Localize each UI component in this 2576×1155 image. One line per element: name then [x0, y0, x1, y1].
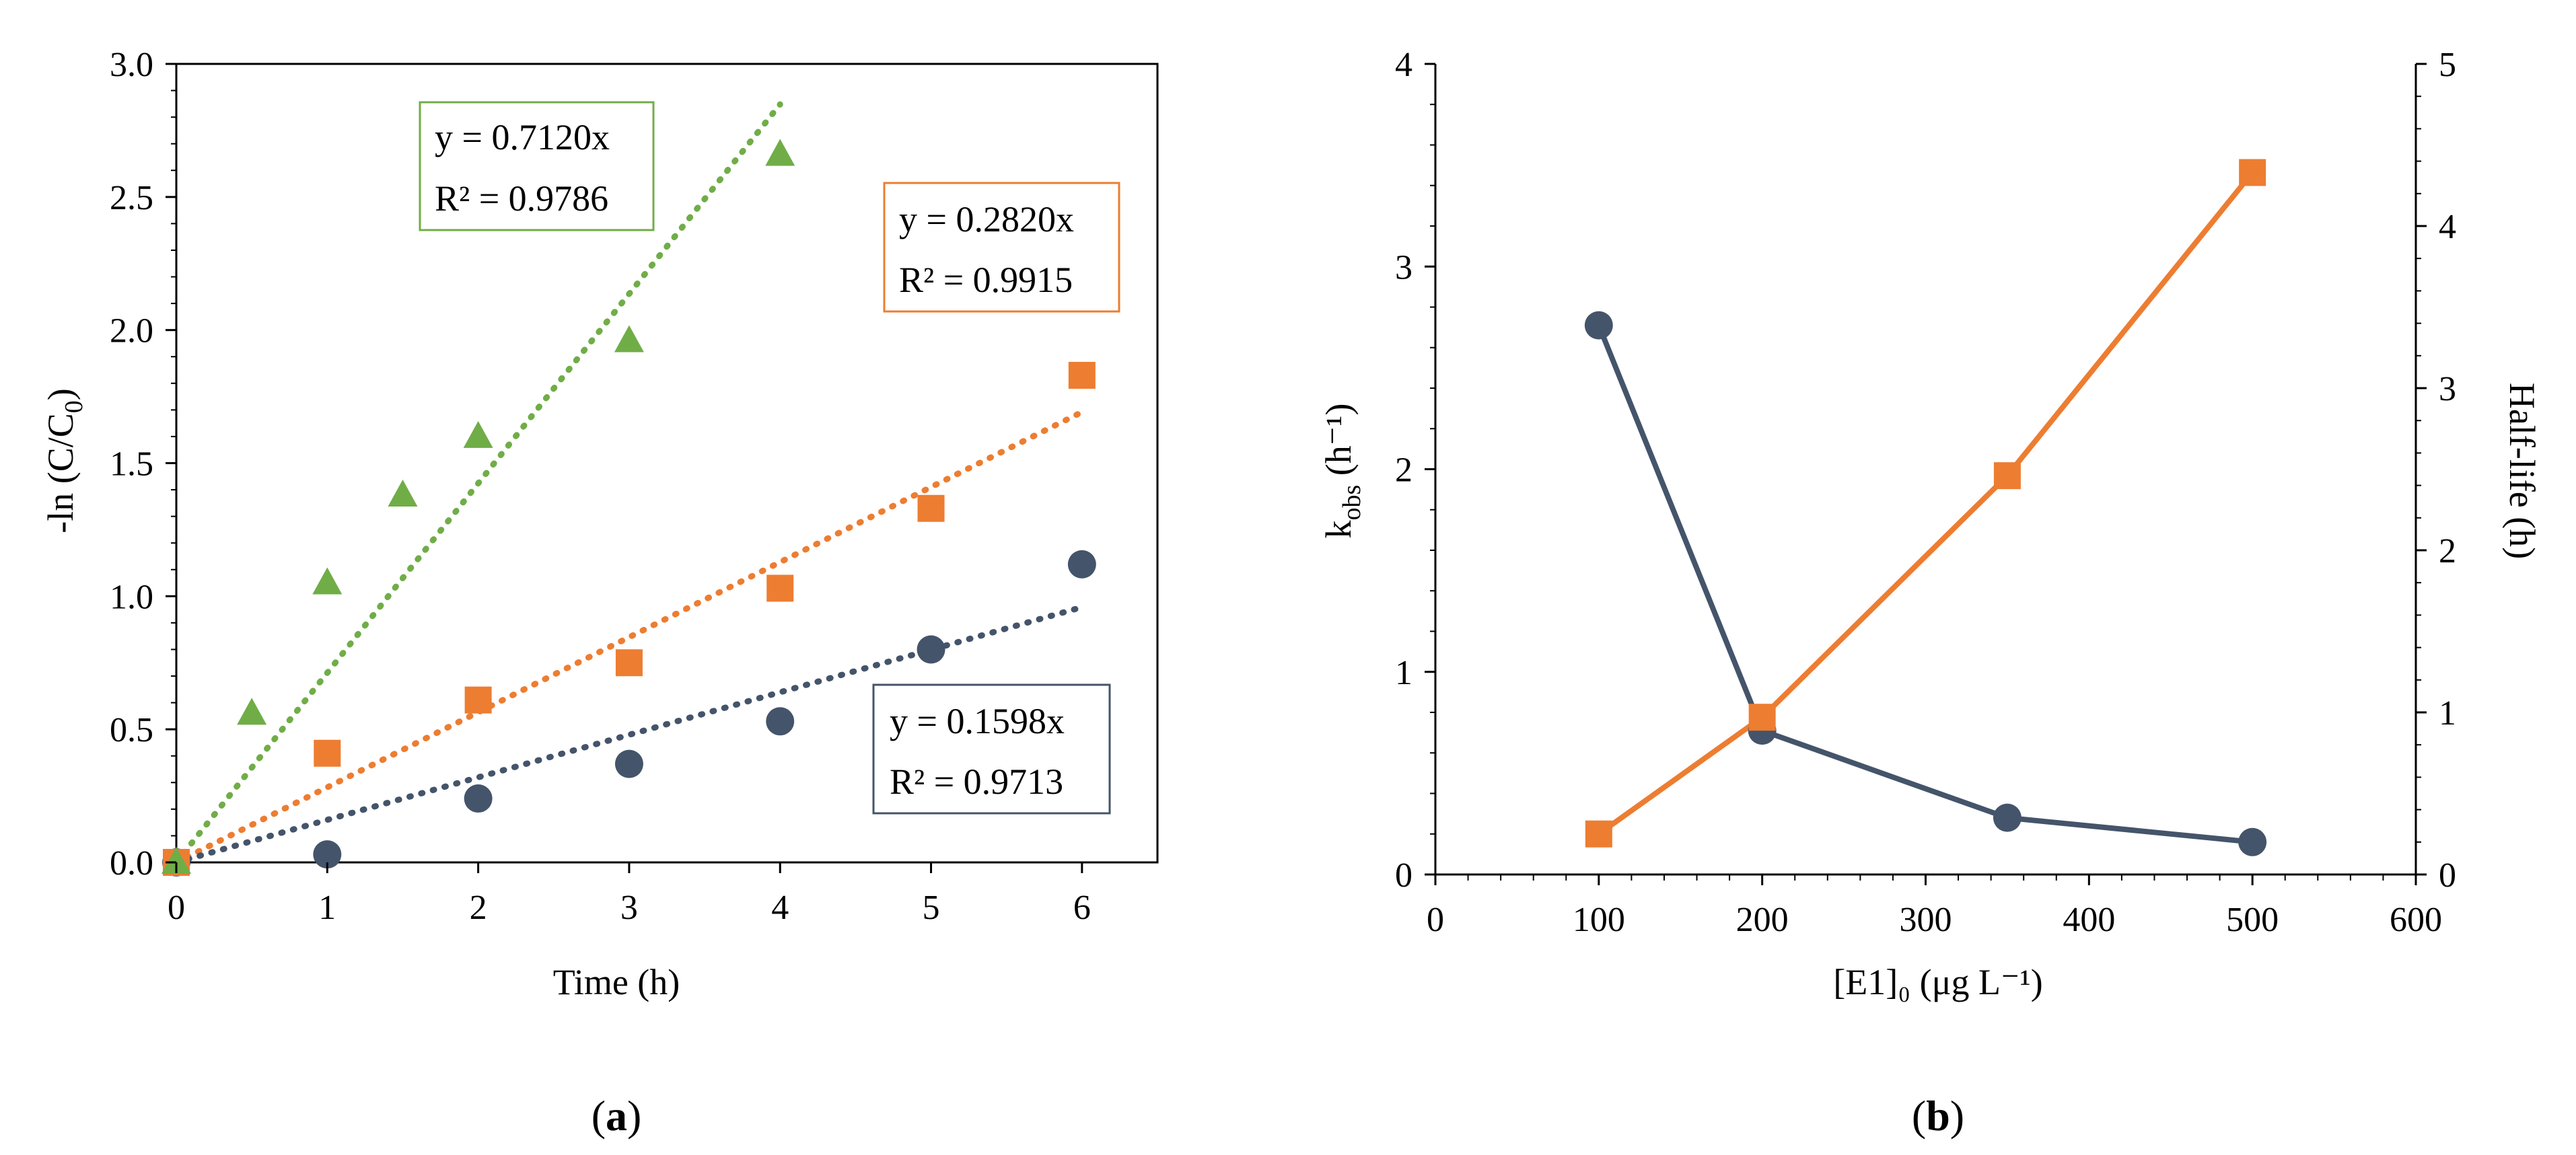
- orange-equation: y = 0.2820x: [899, 199, 1074, 239]
- k_obs-data-point: [2238, 827, 2267, 856]
- green-trendline: [173, 101, 783, 866]
- panel-a-x-tick-label: 0: [168, 889, 185, 927]
- panel-b-right-y-tick-label: 2: [2439, 532, 2456, 570]
- panel-b-right-y-tick-label: 0: [2439, 856, 2456, 895]
- panel-b-ticks: 0 100 200 300 400 500 600 0 1 2 3 4 0 1 2 3 4 5: [1395, 46, 2456, 939]
- panel-b: 0 100 200 300 400 500 600 0 1 2 3 4 0 1 2 3 4 5 [E1]₀ (μg…: [1318, 46, 2542, 1140]
- green-equation-box: y = 0.7120x R² = 0.9786: [419, 101, 655, 231]
- panel-a: 0 1 2 3 4 5 6 0.0 0.5 1.0 1.5 2.0 2.5 3.0 Time (h) -l…: [40, 46, 1159, 1140]
- panel-a-y-tick-label: 0.5: [110, 711, 153, 749]
- panel-a-x-tick-label: 5: [923, 889, 940, 927]
- panel-b-markers: [1584, 159, 2267, 856]
- panel-b-left-y-tick-label: 4: [1395, 46, 1412, 84]
- panel-a-x-tick-label: 3: [620, 889, 638, 927]
- green-data-point: [388, 479, 418, 507]
- panel-a-y-tick-label: 2.0: [110, 312, 153, 350]
- panel-b-x-tick-label: 0: [1427, 901, 1444, 939]
- green-data-point: [765, 139, 795, 166]
- panel-b-left-y-tick-label: 2: [1395, 451, 1412, 490]
- orange-data-point: [766, 574, 794, 602]
- panel-b-left-y-tick-label: 3: [1395, 248, 1412, 287]
- green-equation: y = 0.7120x: [435, 117, 610, 157]
- panel-a-label: (a): [592, 1092, 642, 1140]
- panel-a-y-tick-label: 1.0: [110, 578, 153, 616]
- green-data-point: [614, 325, 644, 352]
- panel-a-trendlines: [173, 101, 1085, 866]
- half_life-data-point: [1585, 820, 1612, 848]
- navy-r2: R² = 0.9713: [890, 761, 1063, 802]
- navy-data-point: [766, 707, 795, 736]
- panel-a-y-axis-label: -ln (C/C0): [40, 388, 88, 533]
- panel-b-right-y-tick-label: 5: [2439, 46, 2456, 84]
- navy-data-point: [1067, 550, 1096, 579]
- panel-b-gridframe: [1434, 64, 2417, 876]
- panel-b-x-tick-label: 600: [2390, 901, 2442, 939]
- green-r2: R² = 0.9786: [435, 178, 608, 219]
- green-data-point: [312, 567, 343, 595]
- panel-b-x-tick-label: 400: [2063, 901, 2115, 939]
- orange-data-point: [917, 494, 945, 522]
- orange-data-point: [1068, 361, 1096, 389]
- k_obs-data-point: [1584, 311, 1613, 340]
- orange-data-point: [314, 739, 341, 767]
- navy-equation-box: y = 0.1598x R² = 0.9713: [872, 683, 1111, 815]
- panel-b-right-y-tick-label: 1: [2439, 694, 2456, 733]
- panel-a-x-tick-label: 6: [1073, 889, 1091, 927]
- panel-b-x-tick-label: 300: [1900, 901, 1952, 939]
- orange-equation-box: y = 0.2820x R² = 0.9915: [883, 182, 1120, 313]
- panel-b-x-axis-label: [E1]₀ (μg L⁻¹): [1833, 962, 2042, 1002]
- half_life-data-point: [1748, 704, 1776, 731]
- navy-data-point: [313, 840, 342, 869]
- half_life-data-point: [2239, 159, 2266, 186]
- panel-b-x-tick-label: 100: [1573, 901, 1625, 939]
- navy-data-point: [614, 749, 643, 778]
- panel-a-markers: [162, 139, 1096, 877]
- panel-b-right-y-tick-label: 4: [2439, 208, 2456, 246]
- half_life-data-point: [1993, 462, 2021, 490]
- half_life-line: [1597, 170, 2255, 837]
- k_obs-line: [1596, 324, 2253, 845]
- green-data-point: [237, 698, 267, 725]
- panel-b-label: (b): [1912, 1092, 1964, 1140]
- panel-b-right-y-tick-label: 3: [2439, 370, 2456, 408]
- green-data-point: [162, 847, 191, 874]
- panel-a-y-tick-label: 0.0: [110, 844, 153, 883]
- panel-b-x-tick-label: 200: [1736, 901, 1789, 939]
- orange-data-point: [464, 686, 492, 714]
- navy-trendline: [173, 604, 1085, 866]
- navy-data-point: [464, 784, 493, 813]
- orange-data-point: [615, 649, 643, 677]
- orange-r2: R² = 0.9915: [899, 260, 1073, 300]
- navy-equation: y = 0.1598x: [890, 701, 1065, 741]
- panel-a-x-tick-label: 1: [318, 889, 336, 927]
- panel-a-x-tick-label: 4: [771, 889, 789, 927]
- panel-b-left-y-tick-label: 0: [1395, 856, 1412, 895]
- orange-trendline: [173, 409, 1085, 866]
- panel-a-y-tick-label: 2.5: [110, 179, 153, 217]
- k_obs-data-point: [1993, 803, 2022, 832]
- panel-b-right-y-axis-label: Half-life (h): [2502, 383, 2542, 559]
- panel-b-left-y-axis-label: kobs (h⁻¹): [1318, 404, 1366, 539]
- navy-data-point: [917, 635, 945, 664]
- panel-a-ticks: 0 1 2 3 4 5 6 0.0 0.5 1.0 1.5 2.0 2.5 3.0: [110, 46, 1091, 927]
- panel-a-x-axis-label: Time (h): [553, 962, 680, 1002]
- panel-a-x-tick-label: 2: [470, 889, 487, 927]
- panel-b-lines: [1596, 170, 2255, 845]
- green-data-point: [463, 420, 493, 448]
- panel-b-left-y-tick-label: 1: [1395, 654, 1412, 692]
- panel-a-y-tick-label: 1.5: [110, 445, 153, 484]
- panel-a-y-tick-label: 3.0: [110, 46, 153, 84]
- panel-b-x-tick-label: 500: [2226, 901, 2279, 939]
